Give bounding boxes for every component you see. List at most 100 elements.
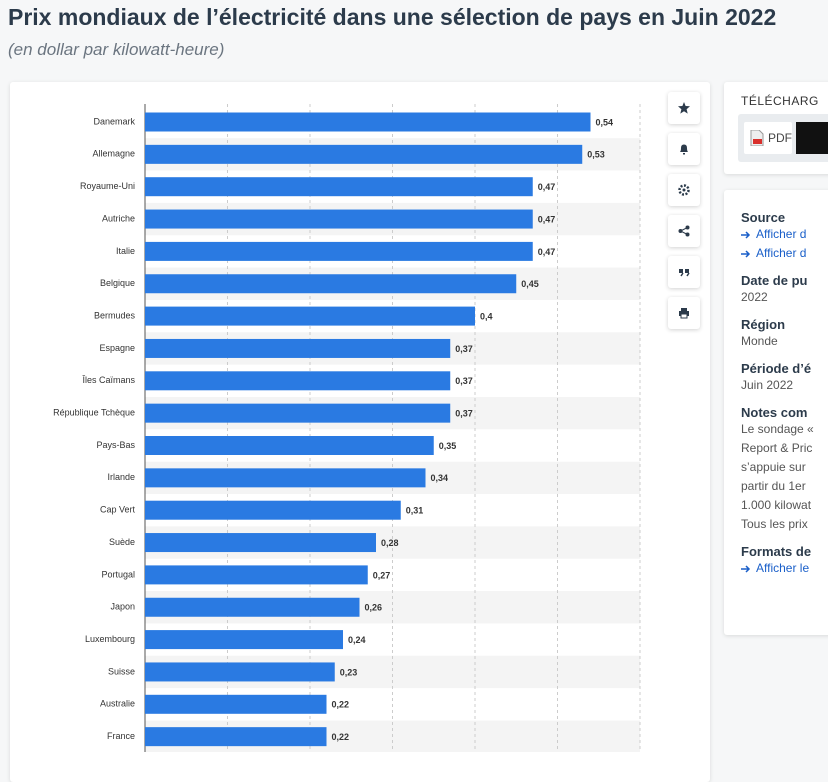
- section-text: Juin 2022: [741, 376, 828, 395]
- arrow-icon: [741, 231, 751, 239]
- bar: [145, 241, 533, 261]
- bar: [145, 209, 533, 229]
- section-heading-text: Région: [741, 317, 786, 332]
- section-heading-text: Date de pu: [741, 273, 808, 288]
- section-text-text: Report & Pric: [741, 441, 813, 455]
- category-label: Irlande: [107, 472, 135, 482]
- bar: [145, 597, 360, 617]
- value-label: 0,47: [538, 247, 556, 257]
- value-label: 0,26: [365, 603, 383, 613]
- bar: [145, 468, 426, 488]
- bar: [145, 533, 376, 553]
- cite-button[interactable]: [668, 256, 700, 288]
- chart: Danemark 0,54 Allemagne 0,53 Royaume-Uni 0,47…: [53, 104, 641, 752]
- category-label: Autriche: [102, 213, 135, 223]
- section-text: s’appuie sur: [741, 458, 828, 477]
- pdf-label: PDF: [768, 131, 792, 145]
- section-link-text: Afficher le: [756, 561, 810, 575]
- section-heading-text: Formats de: [741, 544, 812, 559]
- bar: [145, 565, 368, 585]
- category-label: Australie: [100, 699, 135, 709]
- value-label: 0,31: [406, 506, 424, 516]
- bar: [145, 274, 517, 294]
- bar: [145, 727, 327, 747]
- bar: [145, 694, 327, 714]
- section-text-text: Tous les prix: [741, 517, 808, 531]
- bar: [145, 144, 583, 164]
- value-label: 0,22: [332, 732, 350, 742]
- section-text-text: s’appuie sur: [741, 460, 806, 474]
- info-card: Source Afficher d Afficher d Date de pu 2022…: [724, 190, 828, 635]
- category-label: Luxembourg: [85, 634, 135, 644]
- category-label: Îles Caïmans: [81, 375, 135, 385]
- category-label: Royaume-Uni: [80, 181, 135, 191]
- category-label: Belgique: [100, 278, 135, 288]
- value-label: 0,4: [480, 311, 493, 321]
- category-label: Bermudes: [94, 310, 136, 320]
- value-label: 0,45: [521, 279, 539, 289]
- value-label: 0,22: [332, 700, 350, 710]
- value-label: 0,37: [455, 344, 473, 354]
- info-sections: Source Afficher d Afficher d Date de pu 2022…: [741, 210, 828, 578]
- category-label: Pays-Bas: [96, 440, 135, 450]
- section-link-text: Afficher d: [756, 227, 807, 241]
- alert-button[interactable]: [668, 133, 700, 165]
- category-label: Suède: [109, 537, 135, 547]
- arrow-icon: [741, 565, 751, 573]
- value-label: 0,27: [373, 570, 391, 580]
- value-label: 0,24: [348, 635, 366, 645]
- section-text-text: 1.000 kilowat: [741, 498, 812, 512]
- category-label: Japon: [110, 602, 135, 612]
- bar: [145, 403, 451, 423]
- value-label: 0,54: [596, 117, 614, 127]
- section-link[interactable]: Afficher d: [741, 225, 828, 244]
- download-title: TÉLÉCHARG: [741, 94, 819, 108]
- value-label: 0,47: [538, 182, 556, 192]
- section-text-text: Juin 2022: [741, 378, 794, 392]
- section-link-text: Afficher d: [756, 246, 807, 260]
- section-heading: Source: [741, 210, 828, 225]
- category-label: Italie: [116, 246, 135, 256]
- category-label: Danemark: [93, 116, 135, 126]
- section-text: Report & Pric: [741, 439, 828, 458]
- section-heading: Période d’é: [741, 361, 828, 376]
- print-button[interactable]: [668, 297, 700, 329]
- section-heading-text: Notes com: [741, 405, 808, 420]
- category-label: Espagne: [99, 343, 135, 353]
- download-card: TÉLÉCHARG PDF: [724, 82, 828, 174]
- section-text: Le sondage «: [741, 420, 828, 439]
- section-heading: Date de pu: [741, 273, 828, 288]
- value-label: 0,37: [455, 376, 473, 386]
- section-text-text: Le sondage «: [741, 422, 814, 436]
- category-label: Allemagne: [92, 149, 135, 159]
- section-link[interactable]: Afficher d: [741, 244, 828, 263]
- pdf-button[interactable]: PDF: [744, 122, 792, 154]
- bar: [145, 306, 475, 326]
- more-formats-button[interactable]: [796, 122, 828, 154]
- bar: [145, 177, 533, 197]
- bar: [145, 436, 434, 455]
- settings-button[interactable]: [668, 174, 700, 206]
- bar: [145, 662, 335, 682]
- value-label: 0,34: [431, 473, 449, 483]
- section-text: Monde: [741, 332, 828, 351]
- section-text-text: partir du 1er: [741, 479, 806, 493]
- chart-card: Danemark 0,54 Allemagne 0,53 Royaume-Uni 0,47…: [10, 82, 710, 782]
- category-label: Cap Vert: [100, 505, 136, 515]
- section-heading-text: Période d’é: [741, 361, 812, 376]
- bar: [145, 112, 591, 132]
- section-heading: Région: [741, 317, 828, 332]
- section-heading: Formats de: [741, 544, 828, 559]
- section-link[interactable]: Afficher le: [741, 559, 828, 578]
- bar: [145, 338, 451, 358]
- favorite-button[interactable]: [668, 92, 700, 124]
- page-subtitle: (en dollar par kilowatt-heure): [8, 40, 225, 59]
- section-text: partir du 1er: [741, 477, 828, 496]
- section-heading-text: Source: [741, 210, 786, 225]
- section-text-text: 2022: [741, 290, 768, 304]
- page: Prix mondiaux de l’électricité dans une …: [8, 4, 828, 752]
- category-label: France: [107, 731, 135, 741]
- bar: [145, 371, 451, 391]
- share-button[interactable]: [668, 215, 700, 247]
- value-label: 0,35: [439, 441, 457, 451]
